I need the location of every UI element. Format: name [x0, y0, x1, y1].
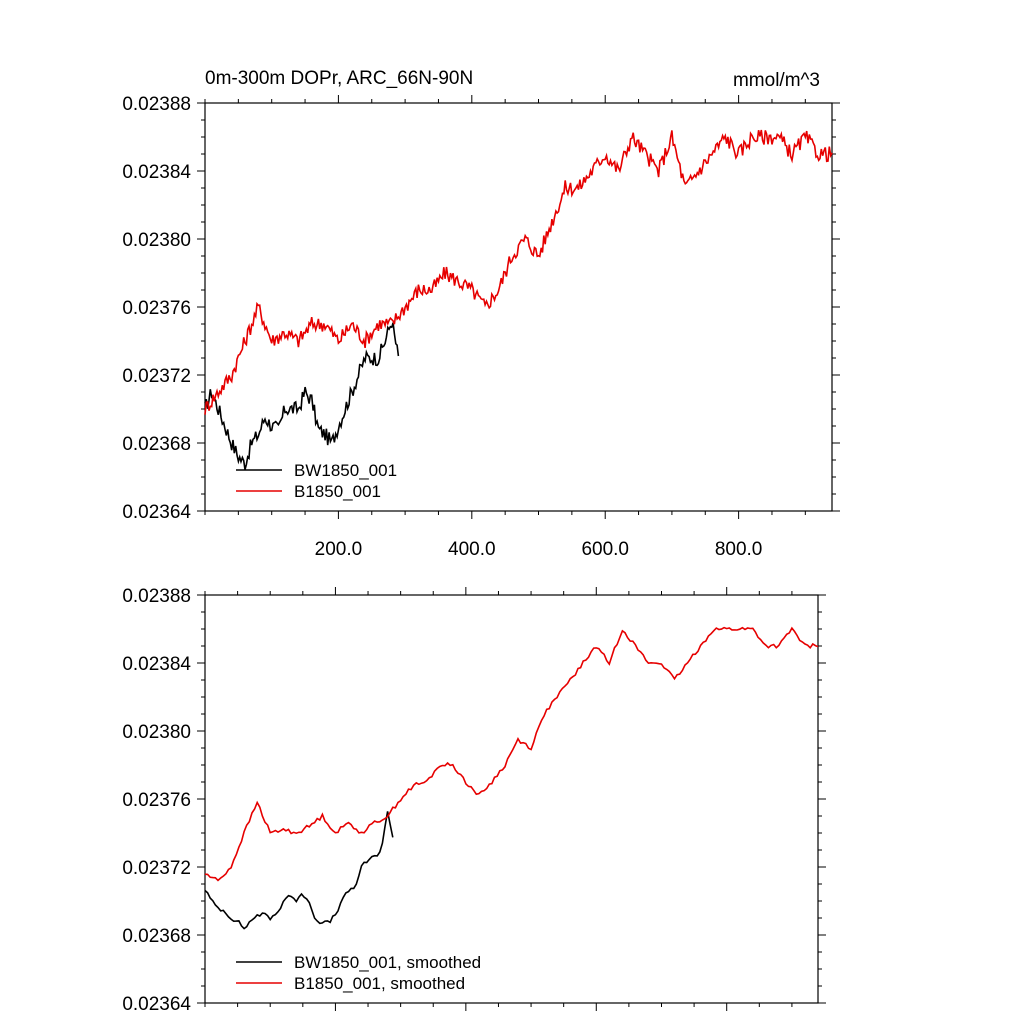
- legend-label-b1850: B1850_001: [294, 482, 381, 501]
- x-tick-label: 200.0: [315, 539, 363, 560]
- top-y-tick-labels: 0.02364 0.02368 0.02372 0.02376 0.02380 …: [122, 94, 191, 523]
- top-legend: BW1850_001 B1850_001: [236, 461, 397, 501]
- series-line-bw1850: [204, 322, 400, 470]
- y-tick-label: 0.02376: [122, 790, 191, 811]
- series-line-b1850-smoothed: [204, 626, 819, 882]
- top-panel-title: 0m-300m DOPr, ARC_66N-90N: [205, 68, 473, 89]
- top-tick-marks: [197, 95, 840, 519]
- x-tick-label: 800.0: [715, 539, 763, 560]
- series-line-b1850: [204, 129, 833, 415]
- x-tick-label: 400.0: [448, 539, 496, 560]
- top-panel-units: mmol/m^3: [733, 70, 820, 91]
- y-tick-label: 0.02380: [122, 722, 191, 743]
- top-panel: 0m-300m DOPr, ARC_66N-90N mmol/m^3 0.023…: [122, 68, 840, 560]
- bottom-plot-frame: [204, 594, 819, 1004]
- bottom-panel: 0.02364 0.02368 0.02372 0.02376 0.02380 …: [122, 586, 826, 1015]
- top-x-tick-labels: 200.0 400.0 600.0 800.0: [315, 539, 763, 560]
- y-tick-label: 0.02380: [122, 230, 191, 251]
- y-tick-label: 0.02368: [122, 434, 191, 455]
- legend-label-bw1850: BW1850_001: [294, 461, 397, 480]
- legend-label-b1850-smoothed: B1850_001, smoothed: [294, 974, 465, 993]
- y-tick-label: 0.02384: [122, 654, 191, 675]
- y-tick-label: 0.02388: [122, 94, 191, 115]
- bottom-legend: BW1850_001, smoothed B1850_001, smoothed: [236, 953, 481, 993]
- bottom-y-tick-labels: 0.02364 0.02368 0.02372 0.02376 0.02380 …: [122, 586, 191, 1015]
- y-tick-label: 0.02368: [122, 926, 191, 947]
- y-tick-label: 0.02364: [122, 502, 191, 523]
- legend-label-bw1850-smoothed: BW1850_001, smoothed: [294, 953, 481, 972]
- bottom-tick-marks: [197, 587, 826, 1011]
- y-tick-label: 0.02376: [122, 298, 191, 319]
- x-tick-label: 600.0: [581, 539, 629, 560]
- y-tick-label: 0.02384: [122, 162, 191, 183]
- top-plot-frame: [204, 102, 833, 512]
- y-tick-label: 0.02364: [122, 994, 191, 1015]
- y-tick-label: 0.02372: [122, 366, 191, 387]
- y-tick-label: 0.02372: [122, 858, 191, 879]
- y-tick-label: 0.02388: [122, 586, 191, 607]
- series-line-bw1850-smoothed: [204, 811, 394, 930]
